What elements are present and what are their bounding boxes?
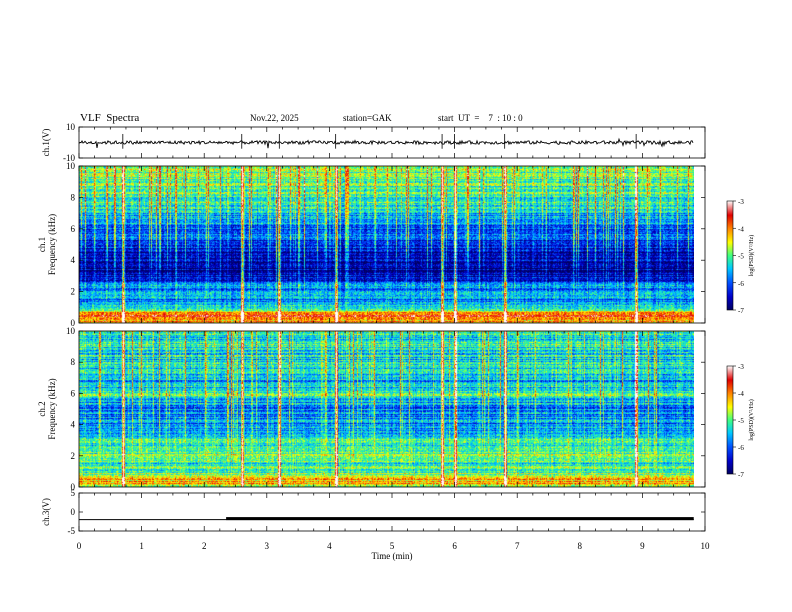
ch1-spectrogram-colorbar-tick-label: -7 <box>738 307 744 315</box>
xaxis-tick-label: 10 <box>701 541 711 551</box>
ch2-spectrogram-ytick-label: 2 <box>71 451 76 461</box>
xaxis-tick-label: 1 <box>139 541 144 551</box>
station-label: station=GAK <box>343 113 392 123</box>
xaxis-tick-label: 9 <box>640 541 645 551</box>
ch1-spectrogram-colorbar-tick-label: -6 <box>738 280 744 288</box>
ch1-waveform-ytick-label: -10 <box>63 153 75 163</box>
xaxis-tick-label: 5 <box>390 541 395 551</box>
xaxis-tick-label: 4 <box>327 541 332 551</box>
ch1-spectrogram-colorbar-tick-label: -3 <box>738 198 744 206</box>
ch2-spectrogram-colorbar-tick-label: -4 <box>738 390 744 398</box>
ch1-spectrogram-ytick-label: 6 <box>71 224 76 234</box>
ch1-spectrogram-colorbar-label: log(PSD)(V²/Hz) <box>748 235 755 276</box>
xaxis-tick-label: 8 <box>578 541 583 551</box>
xaxis-tick-label: 6 <box>452 541 457 551</box>
date-label: Nov.22, 2025 <box>250 113 299 123</box>
ch1-waveform-trace <box>78 137 694 149</box>
ch3-waveform-frame <box>78 492 706 532</box>
ch2-spectrogram-colorbar-tick-label: -3 <box>738 363 744 371</box>
ch2-spectrogram-ytick-label: 4 <box>71 420 76 430</box>
ch3-waveform-ytick-label: -5 <box>68 526 76 536</box>
ch3-marker-band <box>226 517 694 521</box>
ch2-spectrogram-colorbar <box>726 365 734 475</box>
ch3-waveform-ytick-label: 0 <box>71 507 76 517</box>
ch1-spectrogram-ytick-label: 0 <box>71 318 76 328</box>
ch2-spectrogram-colorbar-tick-label: -5 <box>738 417 744 425</box>
figure-title: VLF Spectra <box>80 112 140 124</box>
ch1-spectrogram-colorbar-tick-label: -5 <box>738 253 744 261</box>
ch2-spectrogram-colorbar-tick-label: -7 <box>738 471 744 479</box>
ch3-waveform-ytick-label: 5 <box>71 488 76 498</box>
ch1-spectrogram-ylabel: ch.1 <box>37 237 47 252</box>
xaxis-tick-label: 3 <box>265 541 270 551</box>
ch2-spectrogram-colorbar-tick-label: -6 <box>738 444 744 452</box>
ch2-spectrogram-colorbar-label: log(PSD)(V²/Hz) <box>748 399 755 440</box>
ch1-spectrogram-colorbar-tick-label: -4 <box>738 225 744 233</box>
ch1-spectrogram-image <box>79 166 694 323</box>
ch2-spectrogram-ylabel: Frequency (kHz) <box>47 378 57 439</box>
xaxis-tick-label: 7 <box>515 541 520 551</box>
xaxis-label: Time (min) <box>372 551 413 561</box>
ch3-waveform-ylabel: ch.3(V) <box>41 498 51 526</box>
ch1-spectrogram-colorbar <box>726 200 734 311</box>
ch1-spectrogram-ytick-label: 8 <box>71 192 76 202</box>
ch1-spectrogram-ytick-label: 10 <box>66 161 76 171</box>
ch2-spectrogram-ylabel: ch.2 <box>37 401 47 416</box>
ch1-waveform-ylabel: ch.1(V) <box>41 129 51 157</box>
ch2-spectrogram-ytick-label: 8 <box>71 357 76 367</box>
xaxis-tick-label: 0 <box>77 541 82 551</box>
ch1-spectrogram-ytick-label: 4 <box>71 255 76 265</box>
ch2-spectrogram-ytick-label: 0 <box>71 482 76 492</box>
ch2-spectrogram-ytick-label: 10 <box>66 326 76 336</box>
ch2-spectrogram-image <box>79 331 694 487</box>
ch1-spectrogram-ytick-label: 2 <box>71 287 76 297</box>
xaxis-tick-label: 2 <box>202 541 207 551</box>
start-time-label: start UT = 7 : 10 : 0 <box>438 113 523 123</box>
ch2-spectrogram-ytick-label: 6 <box>71 388 76 398</box>
ch1-spectrogram-ylabel: Frequency (kHz) <box>47 214 57 275</box>
ch1-waveform-ytick-label: 10 <box>66 122 76 132</box>
